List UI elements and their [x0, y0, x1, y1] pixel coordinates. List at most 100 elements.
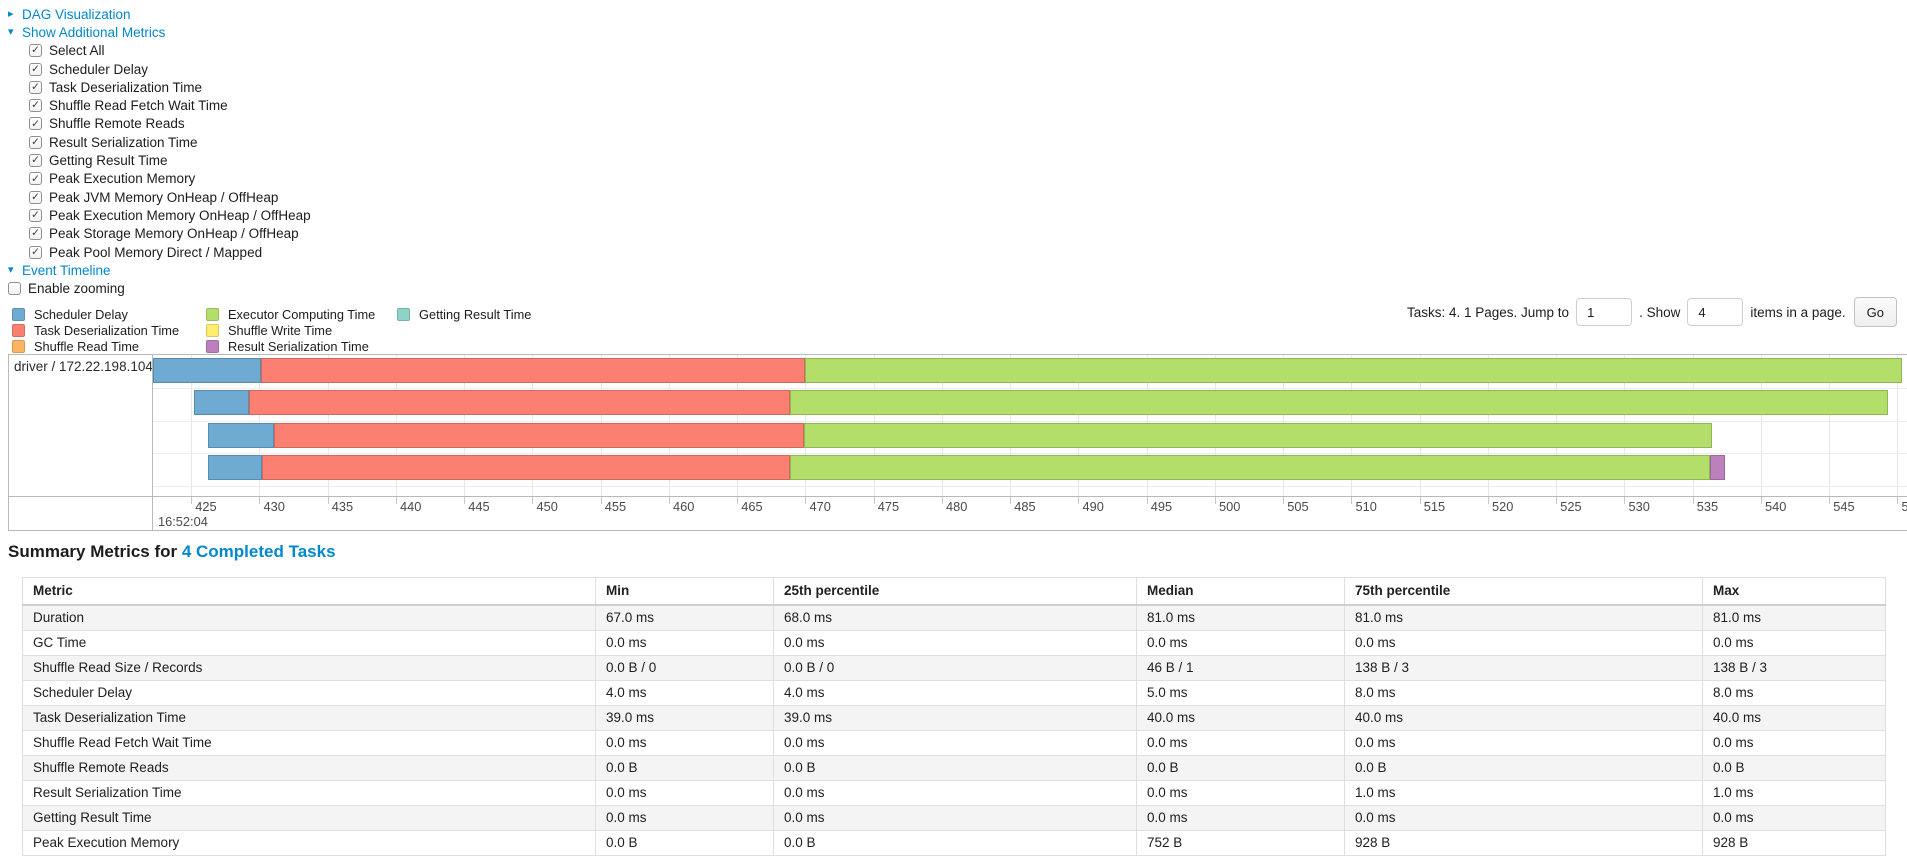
metric-value-cell: 0.0 ms — [1702, 730, 1886, 756]
column-header: Metric — [22, 577, 596, 606]
axis-tick-label: 485 — [1014, 499, 1036, 514]
metric-checkbox-row: ✓ Result Serialization Time — [8, 133, 311, 151]
legend-label: Task Deserialization Time — [34, 322, 180, 338]
summary-table-row: Duration 67.0 ms 68.0 ms 81.0 ms 81.0 ms 81.0… — [22, 604, 1886, 631]
metric-value-cell: 81.0 ms — [1344, 604, 1703, 631]
metric-checkbox[interactable]: ✓ — [29, 172, 42, 186]
metric-value-cell: 0.0 ms — [595, 630, 774, 656]
metric-checkbox-label: Shuffle Read Fetch Wait Time — [49, 98, 228, 114]
metric-name-cell: Task Deserialization Time — [22, 705, 596, 731]
label-column-divider — [152, 355, 153, 530]
metric-checkbox[interactable]: ✓ — [29, 99, 42, 113]
axis-tick-label: 460 — [672, 499, 695, 514]
scheduler_delay-bar[interactable] — [207, 455, 263, 480]
legend-item: Getting Result Time — [397, 306, 531, 322]
items-per-page-input[interactable] — [1687, 298, 1744, 326]
metric-checkbox[interactable]: ✓ — [29, 227, 42, 241]
metric-value-cell: 0.0 B — [1702, 755, 1886, 781]
axis-tick-label: 510 — [1355, 499, 1377, 514]
legend-item: Scheduler Delay — [12, 306, 206, 322]
metric-checkbox[interactable]: ✓ — [29, 208, 42, 222]
lane-separator — [153, 388, 1907, 389]
axis-tick-mark — [1419, 497, 1421, 504]
scheduler_delay-bar[interactable] — [207, 423, 275, 448]
scheduler_delay-bar[interactable] — [193, 390, 249, 415]
dag-visualization-link[interactable]: DAG Visualization — [22, 6, 131, 22]
metric-checkbox[interactable]: ✓ — [29, 154, 42, 168]
metric-checkbox[interactable]: ✓ — [29, 190, 42, 204]
axis-tick-label: 515 — [1423, 499, 1446, 514]
legend-column: Getting Result Time — [397, 306, 531, 354]
completed-tasks-link[interactable]: 4 Completed Tasks — [181, 542, 336, 561]
metric-checkbox[interactable]: ✓ — [29, 117, 42, 131]
summary-table-row: GC Time 0.0 ms 0.0 ms 0.0 ms 0.0 ms 0.0 ms — [22, 630, 1886, 656]
event-timeline-link[interactable]: Event Timeline — [22, 262, 111, 278]
axis-tick-mark — [1692, 497, 1694, 504]
getting_result-swatch-icon — [397, 307, 410, 321]
axis-tick-label: 455 — [604, 499, 627, 514]
show-additional-metrics-link[interactable]: Show Additional Metrics — [22, 24, 166, 40]
metric-value-cell: 0.0 ms — [1136, 780, 1345, 806]
metric-checkbox[interactable]: ✓ — [29, 44, 42, 58]
go-button[interactable]: Go — [1853, 297, 1897, 327]
executor_computing-bar[interactable] — [790, 390, 1888, 415]
legend-item: Shuffle Read Time — [12, 338, 206, 354]
scheduler_delay-swatch-icon — [12, 307, 25, 321]
metric-value-cell: 39.0 ms — [773, 705, 1137, 731]
metric-checkbox[interactable]: ✓ — [29, 245, 42, 259]
metric-value-cell: 0.0 ms — [1702, 630, 1886, 656]
metric-value-cell: 138 B / 3 — [1702, 655, 1886, 681]
additional-metrics-row: ▾ Show Additional Metrics — [8, 23, 311, 41]
timeline-gridline — [1760, 355, 1762, 496]
jump-to-page-input[interactable] — [1576, 298, 1633, 326]
executor_computing-bar[interactable] — [790, 455, 1711, 480]
executor_computing-bar[interactable] — [805, 358, 1902, 383]
metric-checkbox-label: Shuffle Remote Reads — [49, 116, 185, 132]
axis-tick-label: 520 — [1491, 499, 1514, 514]
metric-value-cell: 81.0 ms — [1136, 604, 1345, 631]
metric-name-cell: Shuffle Read Fetch Wait Time — [22, 730, 596, 756]
metric-value-cell: 40.0 ms — [1136, 705, 1345, 731]
task_deserialization-bar[interactable] — [248, 390, 791, 415]
legend-label: Result Serialization Time — [228, 338, 369, 354]
metric-checkbox[interactable]: ✓ — [29, 62, 42, 76]
lane-separator — [153, 453, 1907, 454]
show-label: . Show — [1639, 304, 1681, 320]
enable-zooming-checkbox[interactable] — [8, 282, 21, 296]
metric-value-cell: 46 B / 1 — [1136, 655, 1345, 681]
axis-tick-mark — [1283, 497, 1285, 504]
metric-value-cell: 40.0 ms — [1344, 705, 1703, 731]
legend-label: Shuffle Write Time — [228, 322, 333, 338]
axis-tick-label: 540 — [1764, 499, 1787, 514]
legend-label: Executor Computing Time — [228, 306, 376, 322]
metric-checkbox-row: ✓ Scheduler Delay — [8, 60, 311, 78]
metric-checkbox-label: Peak Storage Memory OnHeap / OffHeap — [49, 226, 299, 242]
metric-name-cell: Duration — [22, 604, 596, 631]
expanded-arrow-icon: ▾ — [8, 263, 14, 276]
scheduler_delay-bar[interactable] — [153, 358, 261, 383]
axis-tick-mark — [191, 497, 193, 504]
timeline-gridline — [191, 355, 193, 496]
result_serialization-bar[interactable] — [1710, 455, 1726, 480]
metric-value-cell: 0.0 ms — [1136, 730, 1345, 756]
metric-checkbox[interactable]: ✓ — [29, 80, 42, 94]
summary-table-row: Scheduler Delay 4.0 ms 4.0 ms 5.0 ms 8.0 ms 8… — [22, 680, 1886, 706]
task_deserialization-bar[interactable] — [260, 358, 806, 383]
legend-label: Scheduler Delay — [34, 306, 128, 322]
task_deserialization-bar[interactable] — [262, 455, 791, 480]
column-header: Median — [1136, 577, 1345, 606]
enable-zooming-row: Enable zooming — [8, 279, 311, 297]
metric-checkbox-label: Result Serialization Time — [49, 134, 198, 150]
executor_computing-bar[interactable] — [804, 423, 1712, 448]
metric-checkbox-label: Peak Execution Memory — [49, 171, 196, 187]
metric-value-cell: 752 B — [1136, 830, 1345, 856]
task_deserialization-bar[interactable] — [274, 423, 805, 448]
metric-name-cell: Result Serialization Time — [22, 780, 596, 806]
metric-checkbox-row: ✓ Peak Execution Memory OnHeap / OffHeap — [8, 206, 311, 224]
event-timeline-chart: driver / 172.22.198.104 425 430 435 440 445 4… — [8, 354, 1907, 531]
metric-checkbox[interactable]: ✓ — [29, 135, 42, 149]
summary-metrics-table: Metric Min 25th percentile Median 75th perce… — [22, 577, 1886, 856]
axis-tick-label: 450 — [536, 499, 558, 514]
timeline-gridline — [1897, 355, 1899, 496]
metric-value-cell: 0.0 ms — [595, 730, 774, 756]
